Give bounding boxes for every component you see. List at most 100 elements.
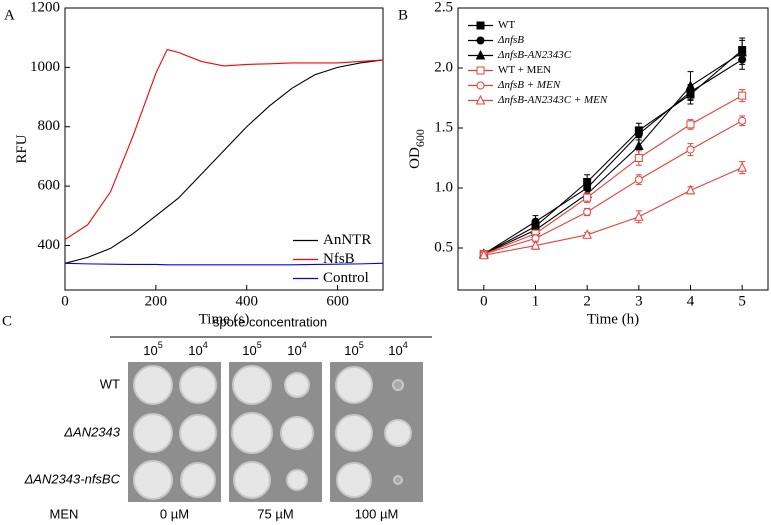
colony [133, 460, 173, 500]
plot-frame [457, 7, 769, 291]
column-label-exponent: 4 [403, 340, 408, 350]
legend-label: ΔnfsB-AN2343C [497, 49, 572, 61]
colony [133, 413, 173, 453]
series-line [64, 59, 384, 264]
legend-label: NfsB [323, 251, 355, 267]
legend-label: ΔnfsB-AN2343C + MEN [497, 94, 608, 106]
x-tick-label: 0 [480, 293, 488, 309]
y-axis-label-text: RFU [14, 134, 30, 163]
colony [392, 379, 404, 391]
y-axis-label-subscript: 600 [413, 129, 427, 147]
x-tick-label: 2 [583, 293, 591, 309]
marker [583, 208, 592, 216]
marker [475, 94, 486, 105]
x-tick-label: 5 [738, 293, 746, 309]
legend-label: ΔnfsB + MEN [497, 79, 561, 91]
marker [634, 140, 644, 150]
row-label: WT [100, 376, 120, 391]
marker [530, 239, 541, 250]
series-line [483, 120, 743, 255]
condition: 75 µM [257, 506, 293, 521]
marker [685, 80, 696, 90]
y-tick-label: 1000 [30, 59, 60, 75]
y-tick-label: 600 [38, 178, 61, 194]
colony [179, 366, 217, 404]
marker [583, 193, 592, 202]
series-line [483, 167, 743, 256]
column-label: 104 [388, 340, 407, 358]
condition: 0 µM [160, 506, 189, 521]
marker [476, 81, 485, 90]
marker [531, 217, 540, 226]
colony [335, 366, 373, 404]
column-label-exponent: 5 [257, 340, 262, 350]
marker [685, 184, 696, 195]
y-axis-label-text: OD [407, 147, 423, 169]
legend-label: Control [323, 270, 369, 286]
colony [179, 414, 217, 452]
x-axis-label: Time (h) [587, 311, 639, 327]
legend-label: WT + MEN [498, 64, 551, 76]
column-label: 105 [344, 340, 363, 358]
marker [475, 49, 486, 60]
x-tick-label: 200 [145, 293, 168, 309]
column-label-base: 10 [242, 343, 256, 358]
x-tick-label: 600 [326, 293, 349, 309]
marker [582, 229, 592, 239]
marker [479, 249, 489, 260]
colony [231, 412, 273, 454]
y-tick-label: 1200 [30, 0, 60, 15]
column-label-base: 10 [287, 343, 301, 358]
colony [286, 469, 308, 491]
condition: 100 µM [355, 506, 399, 521]
panel-label: A [4, 7, 15, 23]
legend-label: WT [498, 19, 515, 31]
y-axis-label: OD600 [407, 129, 426, 169]
series-line [483, 51, 743, 255]
column-label-exponent: 5 [359, 340, 364, 350]
x-axis-label: Time (s) [199, 311, 250, 327]
column-label: 105 [143, 340, 162, 358]
row-label: ΔAN2343 [63, 424, 120, 439]
series-line [64, 48, 384, 240]
column-label: 104 [287, 340, 306, 358]
column-label-exponent: 5 [158, 340, 163, 350]
marker [634, 211, 644, 221]
x-tick-label: 3 [635, 293, 643, 309]
y-tick-label: 800 [38, 118, 61, 134]
column-label: 105 [242, 340, 261, 358]
y-axis-label: RFU [14, 134, 30, 163]
panel-label: C [2, 313, 12, 329]
plot-frame [64, 7, 384, 291]
column-label-exponent: 4 [203, 340, 208, 350]
colony [393, 475, 403, 485]
condition-label: MEN [50, 506, 79, 521]
colony [384, 419, 412, 447]
marker [737, 161, 747, 172]
marker [476, 36, 485, 45]
colony [232, 365, 272, 405]
marker [476, 21, 485, 30]
x-tick-label: 4 [687, 293, 695, 309]
legend-label: AnNTR [323, 232, 371, 248]
marker [686, 145, 695, 154]
y-tick-label: 400 [38, 237, 61, 253]
y-tick-label: 1.0 [434, 179, 453, 195]
x-tick-label: 1 [532, 293, 540, 309]
column-label-base: 10 [344, 343, 358, 358]
colony [233, 461, 271, 499]
panel-label: B [398, 7, 408, 23]
column-label-base: 10 [143, 343, 157, 358]
legend-label: ΔnfsB [497, 34, 524, 46]
colony [133, 365, 173, 405]
marker [738, 116, 747, 125]
x-tick-label: 400 [235, 293, 258, 309]
marker [634, 154, 643, 162]
colony [280, 416, 314, 450]
marker [737, 46, 747, 57]
column-label-base: 10 [188, 343, 202, 358]
series-line [483, 95, 743, 255]
colony [180, 462, 216, 498]
y-tick-label: 0.5 [434, 239, 453, 255]
